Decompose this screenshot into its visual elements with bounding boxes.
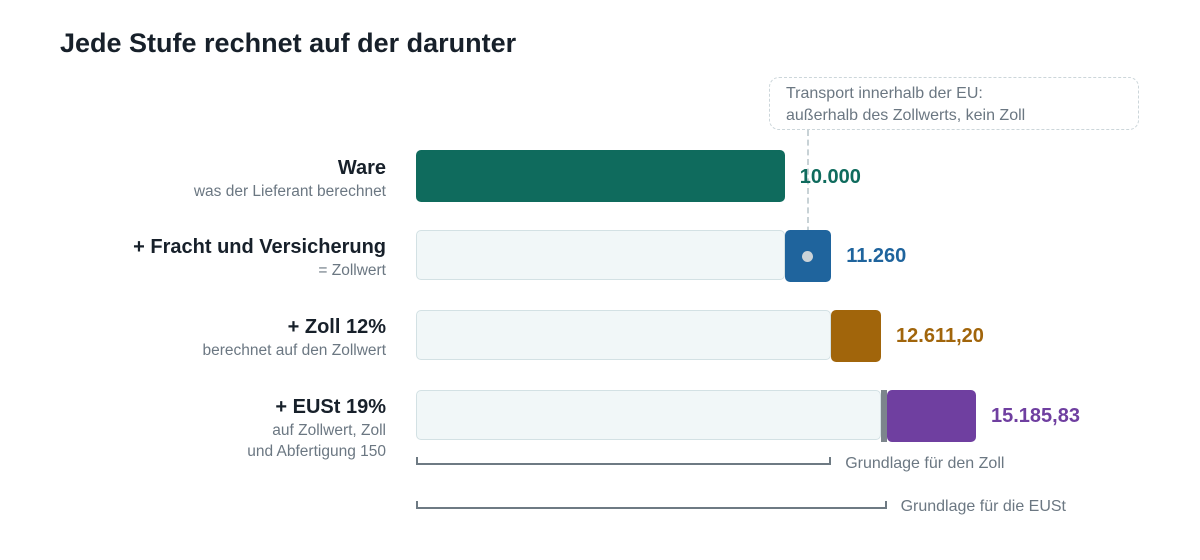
base-bar-freight <box>416 230 785 280</box>
base-bar-vat <box>416 390 882 440</box>
value-label-duty: 12.611,20 <box>896 325 984 347</box>
row-subtitle: berechnet auf den Zollwert <box>202 342 386 359</box>
row-subtitle-1: auf Zollwert, Zoll <box>272 422 386 439</box>
eu-transport-callout: Transport innerhalb der EU: außerhalb de… <box>769 77 1139 130</box>
value-label-vat: 15.185,83 <box>991 405 1080 427</box>
base-bar-duty <box>416 310 832 360</box>
row-title: + EUSt 19% <box>275 396 386 418</box>
bar-segment-duty <box>831 310 882 362</box>
row-label-vat: + EUSt 19% auf Zollwert, Zoll und Abfert… <box>247 394 386 462</box>
bracket-customs-base <box>416 457 832 465</box>
row-title: + Zoll 12% <box>287 316 386 338</box>
callout-anchor-dot <box>802 251 813 262</box>
bracket-label-customs-base: Grundlage für den Zoll <box>845 455 1005 472</box>
row-label-duty: + Zoll 12% berechnet auf den Zollwert <box>202 314 386 361</box>
bracket-label-vat-base: Grundlage für die EUSt <box>900 498 1066 515</box>
row-label-ware: Ware was der Lieferant berechnet <box>194 155 386 202</box>
row-label-freight: + Fracht und Versicherung = Zollwert <box>133 234 386 281</box>
row-subtitle: = Zollwert <box>318 262 386 279</box>
row-subtitle-2: und Abfertigung 150 <box>247 443 386 460</box>
callout-line-2: außerhalb des Zollwerts, kein Zoll <box>786 107 1026 124</box>
row-title: + Fracht und Versicherung <box>133 236 386 258</box>
bar-segment-vat <box>886 390 976 442</box>
bar-segment-clearance <box>881 390 887 442</box>
bracket-vat-base <box>416 501 887 509</box>
bar-segment-ware <box>416 150 785 202</box>
chart-title: Jede Stufe rechnet auf der darunter <box>60 28 517 58</box>
row-title: Ware <box>337 157 386 179</box>
value-label-ware: 10.000 <box>799 166 861 188</box>
callout-leader-line <box>807 130 809 252</box>
callout-line-1: Transport innerhalb der EU: <box>786 85 983 102</box>
value-label-freight: 11.260 <box>846 245 907 267</box>
row-subtitle: was der Lieferant berechnet <box>193 183 386 200</box>
